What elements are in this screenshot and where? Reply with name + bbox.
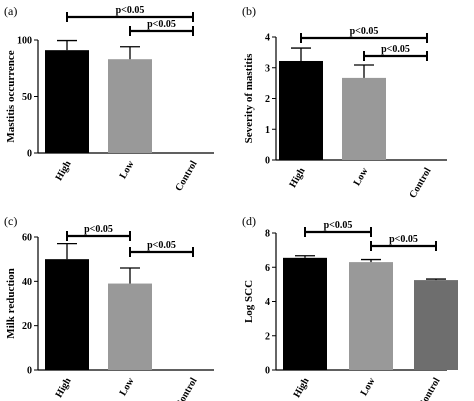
chart-panel-3: (c) 0 20 40 60 Milk reduction High Low Control p<…: [4, 214, 214, 401]
y-tick-label: 2: [265, 331, 270, 342]
panel-label: (c): [4, 214, 17, 228]
category-label-low: Low: [118, 375, 137, 398]
significance-label: p<0.05: [350, 26, 379, 37]
y-tick-label: 50: [22, 92, 32, 103]
category-label-low: Low: [118, 158, 137, 181]
y-axis-label: Mastitis occurrence: [5, 50, 17, 142]
panel-label: (b): [242, 4, 256, 18]
bar-low: [108, 59, 152, 153]
category-label-high: High: [292, 376, 312, 400]
y-tick-label: 0: [265, 156, 270, 167]
bar-high: [283, 257, 327, 370]
chart-panel-4: (d) 0 2 4 6 8 Log SCC High Low Control p<0.05 p<0.0…: [242, 214, 458, 401]
significance-label: p<0.05: [147, 240, 176, 251]
category-label-control: Control: [407, 166, 433, 200]
bar-high: [45, 259, 89, 370]
significance-label: p<0.05: [381, 44, 410, 55]
y-tick-label: 40: [22, 277, 32, 288]
y-tick-label: 3: [265, 63, 270, 74]
y-tick-label: 4: [265, 33, 270, 44]
y-axis-label: Milk reduction: [5, 268, 17, 338]
bar-low: [349, 262, 393, 370]
y-tick-label: 1: [265, 125, 270, 136]
category-label-control: Control: [173, 159, 199, 193]
y-axis-label: Severity of mastitis: [243, 53, 255, 144]
bar-low: [108, 283, 152, 370]
y-tick-label: 4: [265, 297, 270, 308]
y-tick-label: 2: [265, 94, 270, 105]
y-tick-label: 0: [27, 149, 32, 160]
bar-low: [342, 77, 386, 160]
y-tick-label: 20: [22, 321, 32, 332]
significance-label: p<0.05: [389, 234, 418, 245]
category-label-high: High: [54, 376, 74, 400]
panel-label: (a): [4, 4, 17, 18]
bar-high: [279, 60, 323, 160]
significance-label: p<0.05: [84, 224, 113, 235]
category-label-control: Control: [173, 376, 199, 401]
category-label-high: High: [54, 159, 74, 183]
y-tick-label: 0: [27, 366, 32, 377]
bar-high: [45, 50, 89, 153]
bar-control: [414, 280, 458, 370]
panel-label: (d): [242, 214, 256, 228]
y-tick-label: 60: [22, 233, 32, 244]
chart-panel-2: (b) 0 1 2 3 4 Severity of mastitis High Low Contr…: [242, 4, 447, 200]
y-tick-label: 100: [17, 36, 32, 47]
y-tick-label: 8: [265, 229, 270, 240]
y-tick-label: 0: [265, 366, 270, 377]
significance-label: p<0.05: [324, 220, 353, 231]
significance-label: p<0.05: [116, 5, 145, 16]
category-label-low: Low: [359, 375, 378, 398]
category-label-low: Low: [352, 165, 371, 188]
y-tick-label: 6: [265, 263, 270, 274]
significance-label: p<0.05: [147, 19, 176, 30]
y-axis-label: Log SCC: [243, 280, 255, 323]
category-label-control: Control: [416, 376, 442, 401]
category-label-high: High: [288, 166, 308, 190]
